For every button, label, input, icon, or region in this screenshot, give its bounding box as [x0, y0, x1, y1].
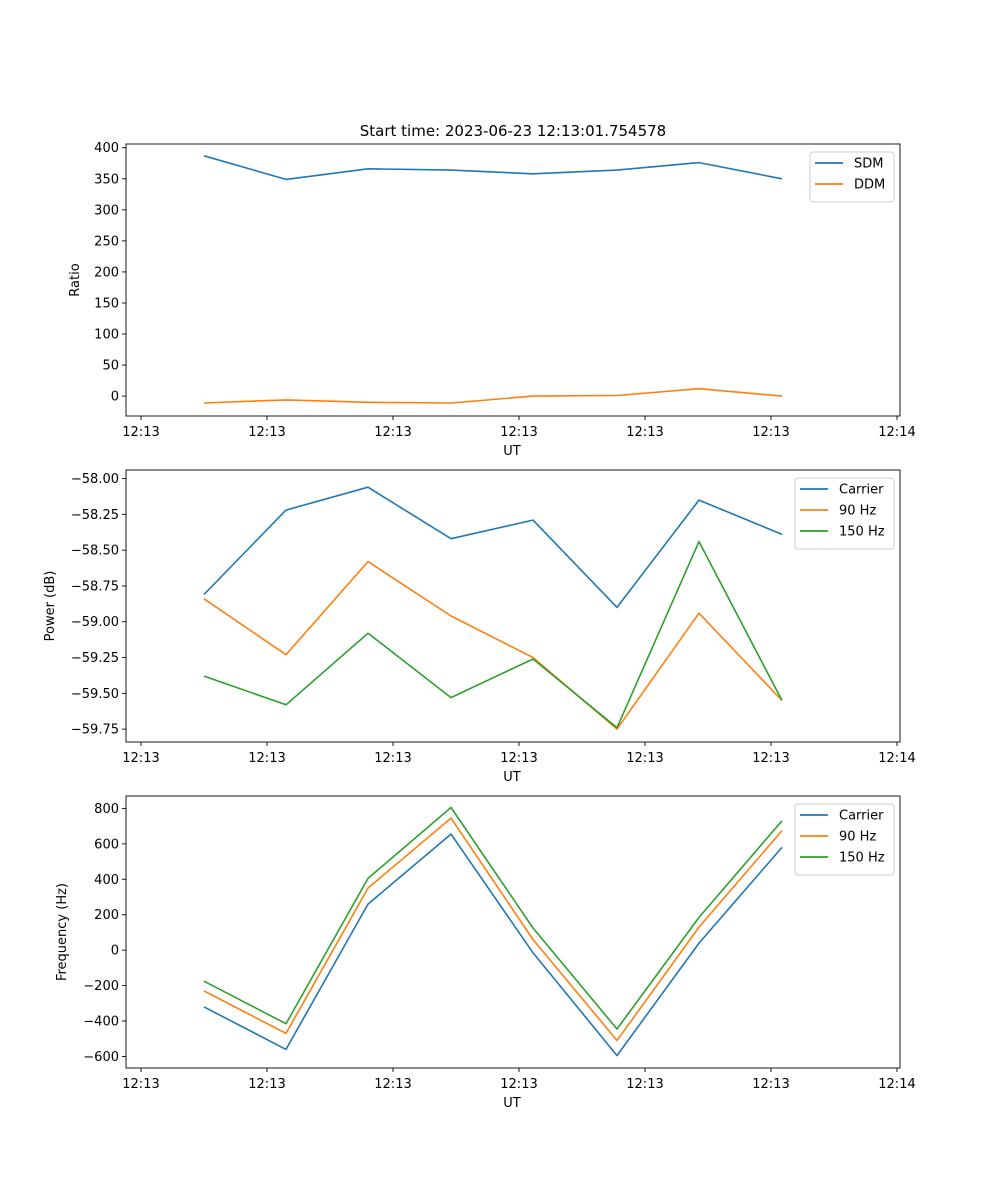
- y-axis-label: Ratio: [68, 263, 83, 296]
- series-line-90-hz: [203, 817, 783, 1042]
- chart-panel-3: 12:13 12:13 12:13 12:13 12:13 12:13 12:14 −600 −…: [55, 795, 916, 1111]
- x-tick-label: 12:13: [626, 751, 663, 766]
- series-line-carrier: [203, 486, 783, 609]
- series-line-90-hz: [203, 560, 783, 730]
- x-tick-label: 12:13: [752, 425, 789, 440]
- x-tick-label: 12:13: [752, 1077, 789, 1092]
- series-line-sdm: [203, 155, 783, 181]
- x-tick-label: 12:13: [122, 751, 159, 766]
- x-tick-label: 12:13: [626, 1077, 663, 1092]
- legend: SDM DDM: [809, 151, 895, 203]
- x-tick-label: 12:13: [374, 1077, 411, 1092]
- series-line-carrier: [203, 833, 783, 1057]
- x-tick-label: 12:13: [374, 425, 411, 440]
- y-tick-label: 100: [94, 328, 119, 343]
- legend-label: DDM: [854, 178, 885, 193]
- y-tick-label: 150: [94, 296, 119, 311]
- y-tick-label: −58.00: [71, 472, 119, 487]
- series-line-ddm: [203, 387, 783, 404]
- chart-panel-2: 12:13 12:13 12:13 12:13 12:13 12:13 12:14 −59.7…: [43, 469, 916, 785]
- x-axis-label: UT: [503, 770, 521, 785]
- y-tick-label: 350: [94, 172, 119, 187]
- y-tick-label: 600: [94, 837, 119, 852]
- legend: Carrier 90 Hz 150 Hz: [794, 477, 895, 550]
- x-tick-label: 12:14: [878, 1077, 915, 1092]
- legend-label: Carrier: [839, 809, 884, 824]
- chart-panel-1: 12:13 12:13 12:13 12:13 12:13 12:13 12:14 0 50 10…: [68, 141, 916, 459]
- axes-frame: [125, 143, 901, 417]
- x-tick-label: 12:13: [248, 1077, 285, 1092]
- legend-label: SDM: [854, 157, 883, 172]
- legend-label: 150 Hz: [839, 525, 885, 540]
- x-tick-label: 12:13: [374, 751, 411, 766]
- y-tick-label: −58.25: [71, 508, 119, 523]
- x-tick-label: 12:13: [626, 425, 663, 440]
- y-tick-label: −58.75: [71, 579, 119, 594]
- x-tick-label: 12:13: [248, 425, 285, 440]
- legend-label: 90 Hz: [839, 830, 876, 845]
- y-tick-label: −59.75: [71, 723, 119, 738]
- y-tick-label: −400: [83, 1015, 119, 1030]
- x-tick-label: 12:13: [500, 1077, 537, 1092]
- x-tick-label: 12:14: [878, 425, 915, 440]
- y-tick-label: 300: [94, 203, 119, 218]
- x-tick-label: 12:13: [248, 751, 285, 766]
- y-tick-label: −58.50: [71, 544, 119, 559]
- y-tick-label: 400: [94, 873, 119, 888]
- y-tick-label: −59.50: [71, 687, 119, 702]
- legend-box: [809, 151, 895, 203]
- plots-container: 12:13 12:13 12:13 12:13 12:13 12:13 12:14 0 50 10…: [43, 141, 916, 1111]
- y-axis-label: Power (dB): [43, 571, 58, 642]
- x-tick-label: 12:13: [500, 425, 537, 440]
- legend-label: 150 Hz: [839, 851, 885, 866]
- legend: Carrier 90 Hz 150 Hz: [794, 803, 895, 876]
- y-tick-label: 400: [94, 141, 119, 156]
- y-tick-label: −600: [83, 1050, 119, 1065]
- y-tick-label: 50: [102, 359, 119, 374]
- series-line-150-hz: [203, 806, 783, 1030]
- y-tick-label: −59.00: [71, 615, 119, 630]
- x-tick-label: 12:13: [500, 751, 537, 766]
- legend-label: Carrier: [839, 483, 884, 498]
- y-tick-label: −200: [83, 979, 119, 994]
- y-tick-label: 250: [94, 234, 119, 249]
- x-tick-label: 12:13: [122, 425, 159, 440]
- series-line-150-hz: [203, 540, 783, 729]
- x-tick-label: 12:13: [752, 751, 789, 766]
- x-tick-label: 12:14: [878, 751, 915, 766]
- y-tick-label: 800: [94, 802, 119, 817]
- chart-title: Start time: 2023-06-23 12:13:01.754578: [360, 122, 666, 140]
- axes-frame: [125, 469, 901, 743]
- y-tick-label: 200: [94, 908, 119, 923]
- y-axis-label: Frequency (Hz): [55, 883, 70, 981]
- x-tick-label: 12:13: [122, 1077, 159, 1092]
- axes-frame: [125, 795, 901, 1069]
- x-axis-label: UT: [503, 1096, 521, 1111]
- y-tick-label: 200: [94, 265, 119, 280]
- y-tick-label: 0: [111, 390, 119, 405]
- y-tick-label: 0: [111, 944, 119, 959]
- legend-label: 90 Hz: [839, 504, 876, 519]
- y-tick-label: −59.25: [71, 651, 119, 666]
- x-axis-label: UT: [503, 444, 521, 459]
